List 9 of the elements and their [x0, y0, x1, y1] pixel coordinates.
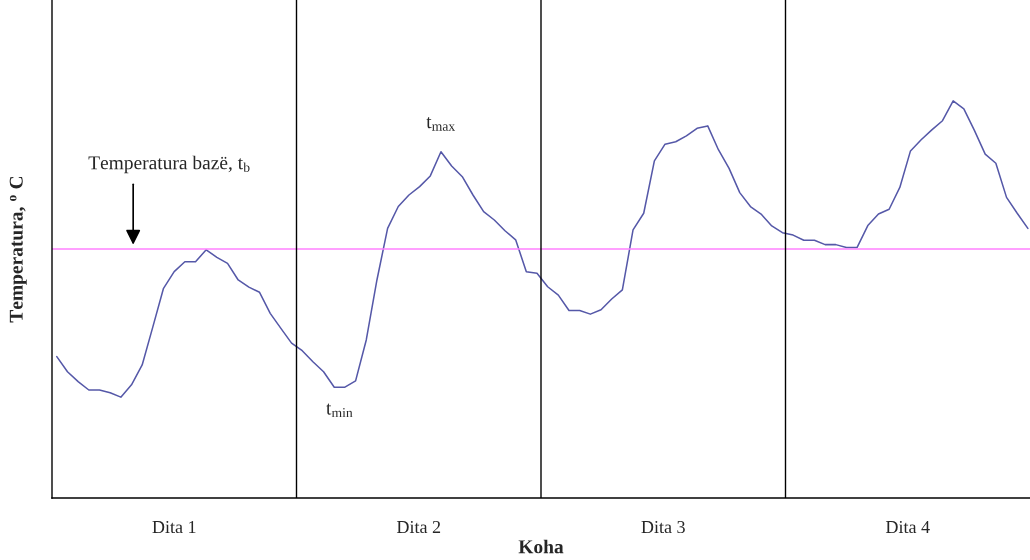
- annotation: t$_{max}$: [426, 117, 456, 131]
- text: Dita 3: [641, 520, 685, 534]
- annotation: t$_{min}$: [326, 403, 353, 418]
- ref-line-label: Temperatura bazë, t$_{b}$: [88, 155, 250, 174]
- text: Dita 4: [885, 520, 930, 534]
- text: Dita 1: [152, 520, 196, 534]
- text: Dita 2: [396, 520, 441, 534]
- x-axis-title: Koha: [518, 539, 564, 554]
- y-axis-title: Temperatura, $^{o}$ C: [9, 176, 27, 323]
